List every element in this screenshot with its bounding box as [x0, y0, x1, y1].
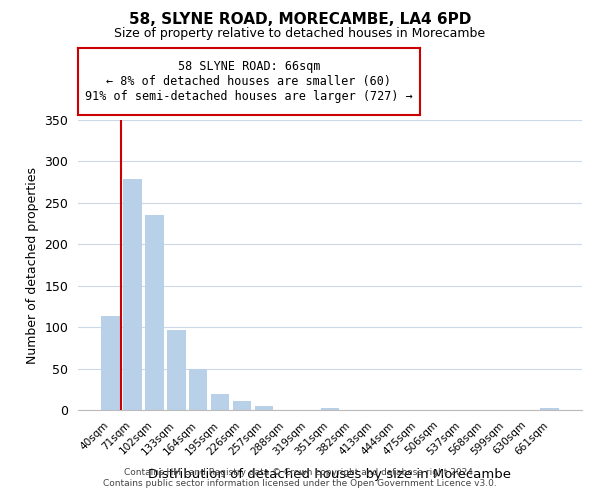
Bar	[101, 316, 119, 410]
Text: Contains HM Land Registry data © Crown copyright and database right 2024.
Contai: Contains HM Land Registry data © Crown c…	[103, 468, 497, 487]
Text: 58 SLYNE ROAD: 66sqm
← 8% of detached houses are smaller (60)
91% of semi-detach: 58 SLYNE ROAD: 66sqm ← 8% of detached ho…	[85, 60, 413, 103]
Y-axis label: Number of detached properties: Number of detached properties	[26, 166, 39, 364]
Text: Size of property relative to detached houses in Morecambe: Size of property relative to detached ho…	[115, 28, 485, 40]
Text: 58, SLYNE ROAD, MORECAMBE, LA4 6PD: 58, SLYNE ROAD, MORECAMBE, LA4 6PD	[129, 12, 471, 28]
Bar	[255, 406, 274, 410]
Bar	[145, 216, 164, 410]
Bar	[167, 330, 185, 410]
Bar	[211, 394, 229, 410]
Bar	[320, 408, 340, 410]
Bar	[541, 408, 559, 410]
Bar	[123, 179, 142, 410]
Bar	[189, 370, 208, 410]
Bar	[233, 401, 251, 410]
X-axis label: Distribution of detached houses by size in Morecambe: Distribution of detached houses by size …	[149, 468, 511, 480]
